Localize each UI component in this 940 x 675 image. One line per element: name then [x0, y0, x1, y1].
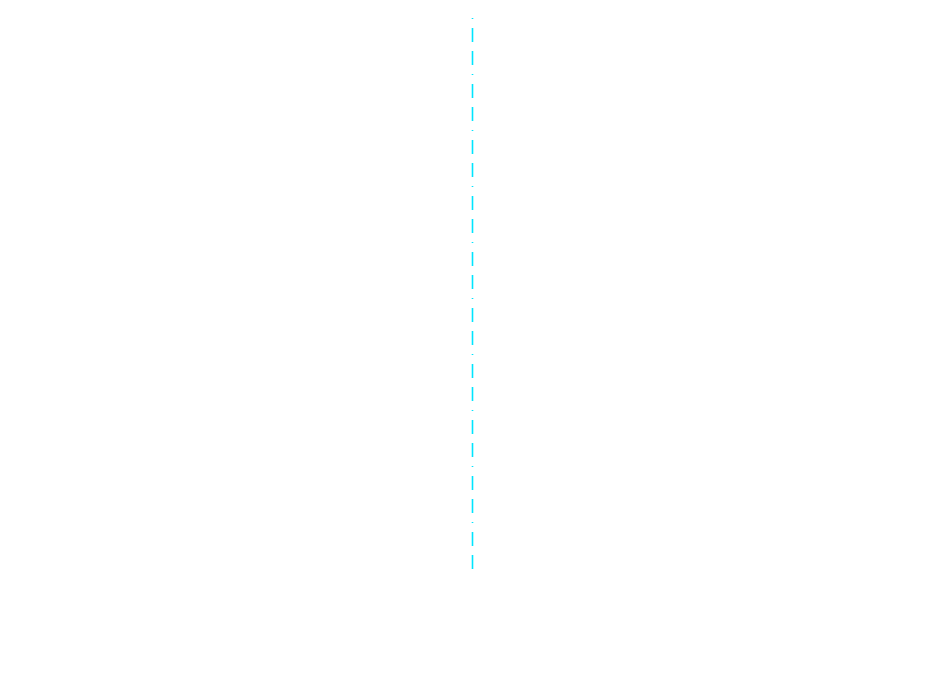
vertical-dashed-guide-line [471, 18, 474, 575]
